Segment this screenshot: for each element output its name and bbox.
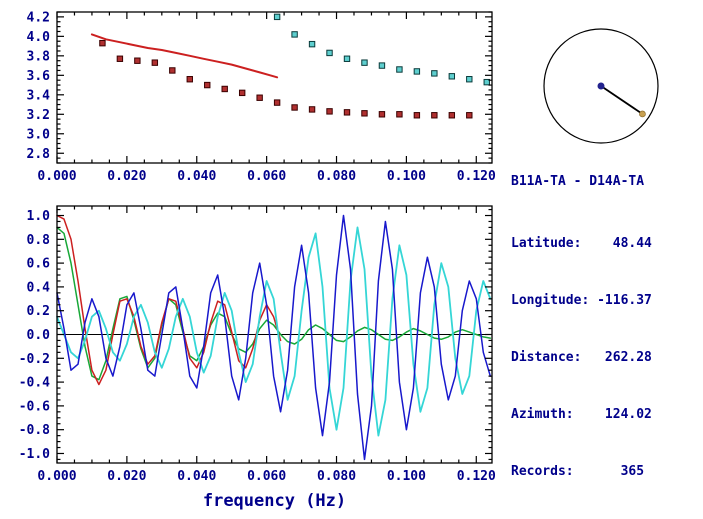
point-dark-red-dispersion-points — [169, 67, 176, 74]
waveform-chart: 0.000 0.020 0.040 0.060 0.080 0.100 0.120 -1.0 -… — [19, 205, 496, 511]
point-cyan-dispersion-points — [448, 73, 456, 80]
y-tick-label: 2.8 — [27, 147, 51, 162]
point-dark-red-dispersion-points — [396, 111, 403, 118]
compass-station-dot — [639, 110, 646, 118]
y-tick-label: 3.6 — [27, 69, 51, 84]
y-tick-label: 0.6 — [27, 257, 51, 272]
point-dark-red-dispersion-points — [256, 94, 263, 101]
y-tick-label: -0.8 — [19, 423, 50, 438]
x-tick-label: 0.020 — [107, 469, 146, 484]
x-tick-label: 0.000 — [37, 469, 76, 484]
records-line: Records: 365 — [511, 464, 645, 479]
y-tick-label: 1.0 — [27, 209, 51, 224]
point-dark-red-dispersion-points — [448, 112, 456, 119]
series-blue-waveform — [56, 214, 492, 461]
station-pair-label: B11A-TA - D14A-TA — [511, 174, 645, 189]
y-tick-label: 4.2 — [27, 10, 50, 25]
compass-azimuth-line — [600, 85, 643, 115]
point-cyan-dispersion-points — [308, 40, 316, 48]
y-tick-label: 3.8 — [27, 49, 51, 64]
point-dark-red-dispersion-points — [326, 108, 333, 115]
point-dark-red-dispersion-points — [466, 112, 473, 119]
x-tick-label: 0.000 — [37, 169, 76, 184]
point-cyan-dispersion-points — [326, 49, 333, 57]
x-tick-label: 0.080 — [317, 469, 356, 484]
point-dark-red-dispersion-points — [273, 99, 281, 106]
y-tick-label: 3.0 — [27, 127, 51, 142]
point-dark-red-dispersion-points — [204, 81, 211, 89]
point-dark-red-dispersion-points — [134, 57, 141, 64]
latitude-line: Latitude: 48.44 — [511, 236, 652, 251]
series-red-reference-curve — [90, 33, 279, 79]
point-dark-red-dispersion-points — [431, 112, 438, 119]
point-cyan-dispersion-points — [361, 59, 368, 66]
y-tick-label: 4.0 — [27, 30, 51, 45]
point-dark-red-dispersion-points — [99, 39, 106, 47]
point-dark-red-dispersion-points — [151, 59, 159, 66]
y-tick-label: 0.2 — [27, 304, 50, 319]
x-tick-label: 0.040 — [177, 469, 216, 484]
point-cyan-dispersion-points — [343, 55, 351, 62]
x-tick-label: 0.080 — [317, 169, 356, 184]
y-tick-label: 3.4 — [27, 88, 51, 103]
y-tick-label: -0.6 — [19, 399, 50, 414]
y-tick-label: -0.2 — [19, 352, 50, 367]
point-cyan-dispersion-points — [466, 76, 473, 83]
point-dark-red-dispersion-points — [186, 76, 193, 83]
point-cyan-dispersion-points — [483, 78, 490, 86]
point-dark-red-dispersion-points — [116, 55, 124, 62]
y-tick-label: 0.4 — [27, 280, 51, 295]
x-tick-label: 0.120 — [457, 169, 496, 184]
point-cyan-dispersion-points — [431, 70, 438, 77]
station-info-block: Latitude: 48.44 Longitude: -116.37 Dista… — [511, 196, 652, 519]
azimuth-line: Azimuth: 124.02 — [511, 407, 652, 422]
point-dark-red-dispersion-points — [361, 110, 368, 117]
dispersion-chart: 0.000 0.020 0.040 0.060 0.080 0.100 0.120 2.8 3.… — [27, 10, 496, 184]
plot-frame — [56, 11, 493, 164]
series-cyan-waveform — [56, 226, 492, 437]
longitude-line: Longitude: -116.37 — [511, 293, 652, 308]
x-tick-label: 0.040 — [177, 169, 216, 184]
y-tick-label: 0.8 — [27, 233, 51, 248]
x-tick-label: 0.060 — [247, 469, 286, 484]
x-tick-label: 0.100 — [387, 169, 426, 184]
x-tick-label: 0.100 — [387, 469, 426, 484]
point-dark-red-dispersion-points — [221, 85, 228, 93]
point-dark-red-dispersion-points — [413, 112, 421, 119]
point-dark-red-dispersion-points — [308, 106, 316, 113]
point-dark-red-dispersion-points — [291, 104, 298, 111]
y-tick-label: 0.0 — [27, 328, 51, 343]
x-tick-label: 0.120 — [457, 469, 496, 484]
y-tick-label: -0.4 — [19, 376, 50, 391]
point-dark-red-dispersion-points — [343, 109, 351, 116]
point-dark-red-dispersion-points — [378, 111, 386, 118]
y-tick-label: 3.2 — [27, 108, 50, 123]
x-axis-label: frequency (Hz) — [203, 491, 346, 511]
point-cyan-dispersion-points — [291, 31, 298, 38]
point-cyan-dispersion-points — [396, 66, 403, 73]
y-tick-label: -1.0 — [19, 447, 50, 462]
point-dark-red-dispersion-points — [238, 89, 246, 97]
x-tick-label: 0.060 — [247, 169, 286, 184]
compass-center-dot — [597, 82, 605, 90]
series-red-waveform — [56, 214, 282, 386]
azimuth-compass — [543, 28, 659, 144]
point-cyan-dispersion-points — [273, 13, 281, 21]
x-tick-label: 0.020 — [107, 169, 146, 184]
distance-line: Distance: 262.28 — [511, 350, 652, 365]
point-cyan-dispersion-points — [378, 62, 386, 69]
compass-ring — [543, 28, 659, 144]
point-cyan-dispersion-points — [413, 68, 421, 75]
